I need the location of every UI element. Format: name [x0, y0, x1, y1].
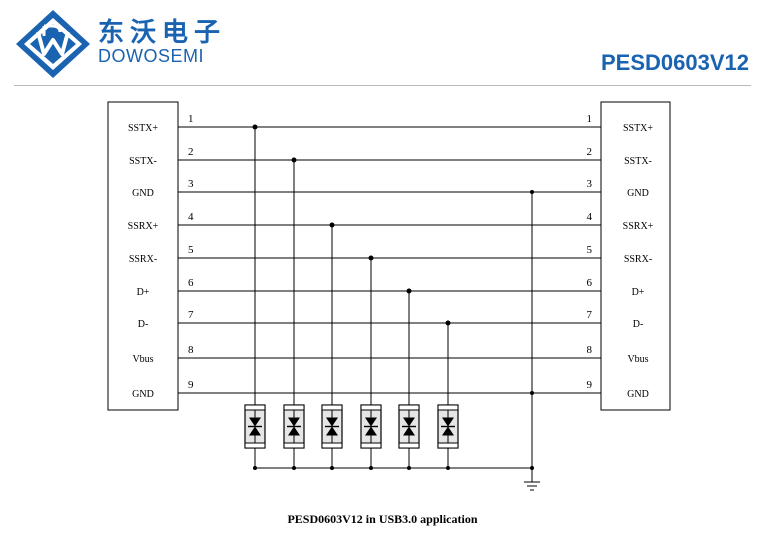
brand-name-cn: 东沃电子: [98, 18, 227, 48]
right-pin-number: 2: [587, 146, 593, 158]
diode-cap: [244, 442, 266, 449]
brand-name-en: DOWOSEMI: [98, 46, 204, 66]
left-pin-label: GND: [132, 389, 154, 400]
connectors: SSTX+ 1 SSTX- 2 GND 3 SSRX+ 4 SSRX- 5 D+ 6 D- 7 Vbus 8 G…: [107, 101, 671, 411]
right-pin-number: 3: [587, 178, 593, 190]
tvs-diode-icon: [321, 404, 343, 449]
diode-cap: [437, 404, 459, 411]
part-number: PESD0603V12: [601, 50, 749, 75]
diode-cap: [283, 404, 305, 411]
junction-dot: [530, 391, 534, 395]
diode-triangle: [326, 417, 338, 427]
left-pin-label: Vbus: [132, 354, 153, 365]
ground-icon: [524, 468, 540, 491]
diode-triangle: [326, 426, 338, 436]
header-divider: [14, 85, 751, 86]
dowosemi-logo-icon: [14, 8, 92, 85]
right-pin-number: 9: [587, 379, 593, 391]
diode-triangle: [288, 426, 300, 436]
left-pin-label: D+: [137, 287, 150, 298]
right-pin-label: GND: [627, 188, 649, 199]
diode-triangle: [249, 426, 261, 436]
left-pin-number: 4: [188, 211, 194, 223]
tvs-diode-icon: [437, 404, 459, 449]
diode-triangle: [403, 417, 415, 427]
right-pin-label: SSTX-: [624, 156, 652, 167]
right-pin-label: SSRX+: [623, 221, 654, 232]
left-pin-label: SSRX-: [129, 254, 157, 265]
diode-cap: [360, 442, 382, 449]
right-pin-label: D+: [632, 287, 645, 298]
right-pin-label: SSRX-: [624, 254, 652, 265]
diode-triangle: [442, 417, 454, 427]
right-pin-label: Vbus: [627, 354, 648, 365]
right-pin-number: 1: [587, 113, 593, 125]
right-connector: [600, 101, 671, 411]
junction-dot: [252, 124, 258, 130]
junction-dot: [329, 222, 335, 228]
diode-triangle: [442, 426, 454, 436]
tvs-diode-icon: [398, 404, 420, 449]
junction-dot: [368, 255, 374, 261]
left-pin-number: 7: [188, 309, 194, 321]
junction-dot: [406, 288, 412, 294]
tvs-diode-icon: [244, 404, 266, 449]
tvs-diode-icon: [360, 404, 382, 449]
left-pin-number: 8: [188, 344, 194, 356]
left-pin-label: SSTX-: [129, 156, 157, 167]
diode-cap: [398, 442, 420, 449]
right-pin-label: SSTX+: [623, 123, 653, 134]
right-pin-number: 6: [587, 277, 593, 289]
right-pin-number: 5: [587, 244, 593, 256]
right-pin-label: GND: [627, 389, 649, 400]
diode-triangle: [365, 426, 377, 436]
left-pin-number: 9: [188, 379, 194, 391]
left-connector: [107, 101, 179, 411]
figure-caption: PESD0603V12 in USB3.0 application: [287, 512, 478, 526]
junction-dot: [530, 190, 534, 194]
tvs-diode-icon: [283, 404, 305, 449]
right-pin-number: 7: [587, 309, 593, 321]
diode-cap: [398, 404, 420, 411]
diode-cap: [360, 404, 382, 411]
diode-triangle: [365, 417, 377, 427]
signal-lines: [178, 124, 601, 470]
right-pin-number: 8: [587, 344, 593, 356]
left-pin-label: SSRX+: [128, 221, 159, 232]
diode-cap: [283, 442, 305, 449]
right-pin-number: 4: [587, 211, 593, 223]
left-pin-number: 6: [188, 277, 194, 289]
diode-cap: [321, 404, 343, 411]
diode-triangle: [288, 417, 300, 427]
left-pin-number: 3: [188, 178, 194, 190]
left-pin-number: 1: [188, 113, 194, 125]
diode-cap: [321, 442, 343, 449]
right-pin-label: D-: [633, 319, 644, 330]
junction-dot: [291, 157, 297, 163]
left-pin-label: SSTX+: [128, 123, 158, 134]
junction-dot: [445, 320, 451, 326]
left-pin-label: GND: [132, 188, 154, 199]
diode-cap: [244, 404, 266, 411]
diode-triangle: [249, 417, 261, 427]
left-pin-number: 2: [188, 146, 194, 158]
left-pin-label: D-: [138, 319, 149, 330]
left-pin-number: 5: [188, 244, 194, 256]
diode-triangle: [403, 426, 415, 436]
diode-cap: [437, 442, 459, 449]
tvs-diode-array: [244, 404, 459, 449]
